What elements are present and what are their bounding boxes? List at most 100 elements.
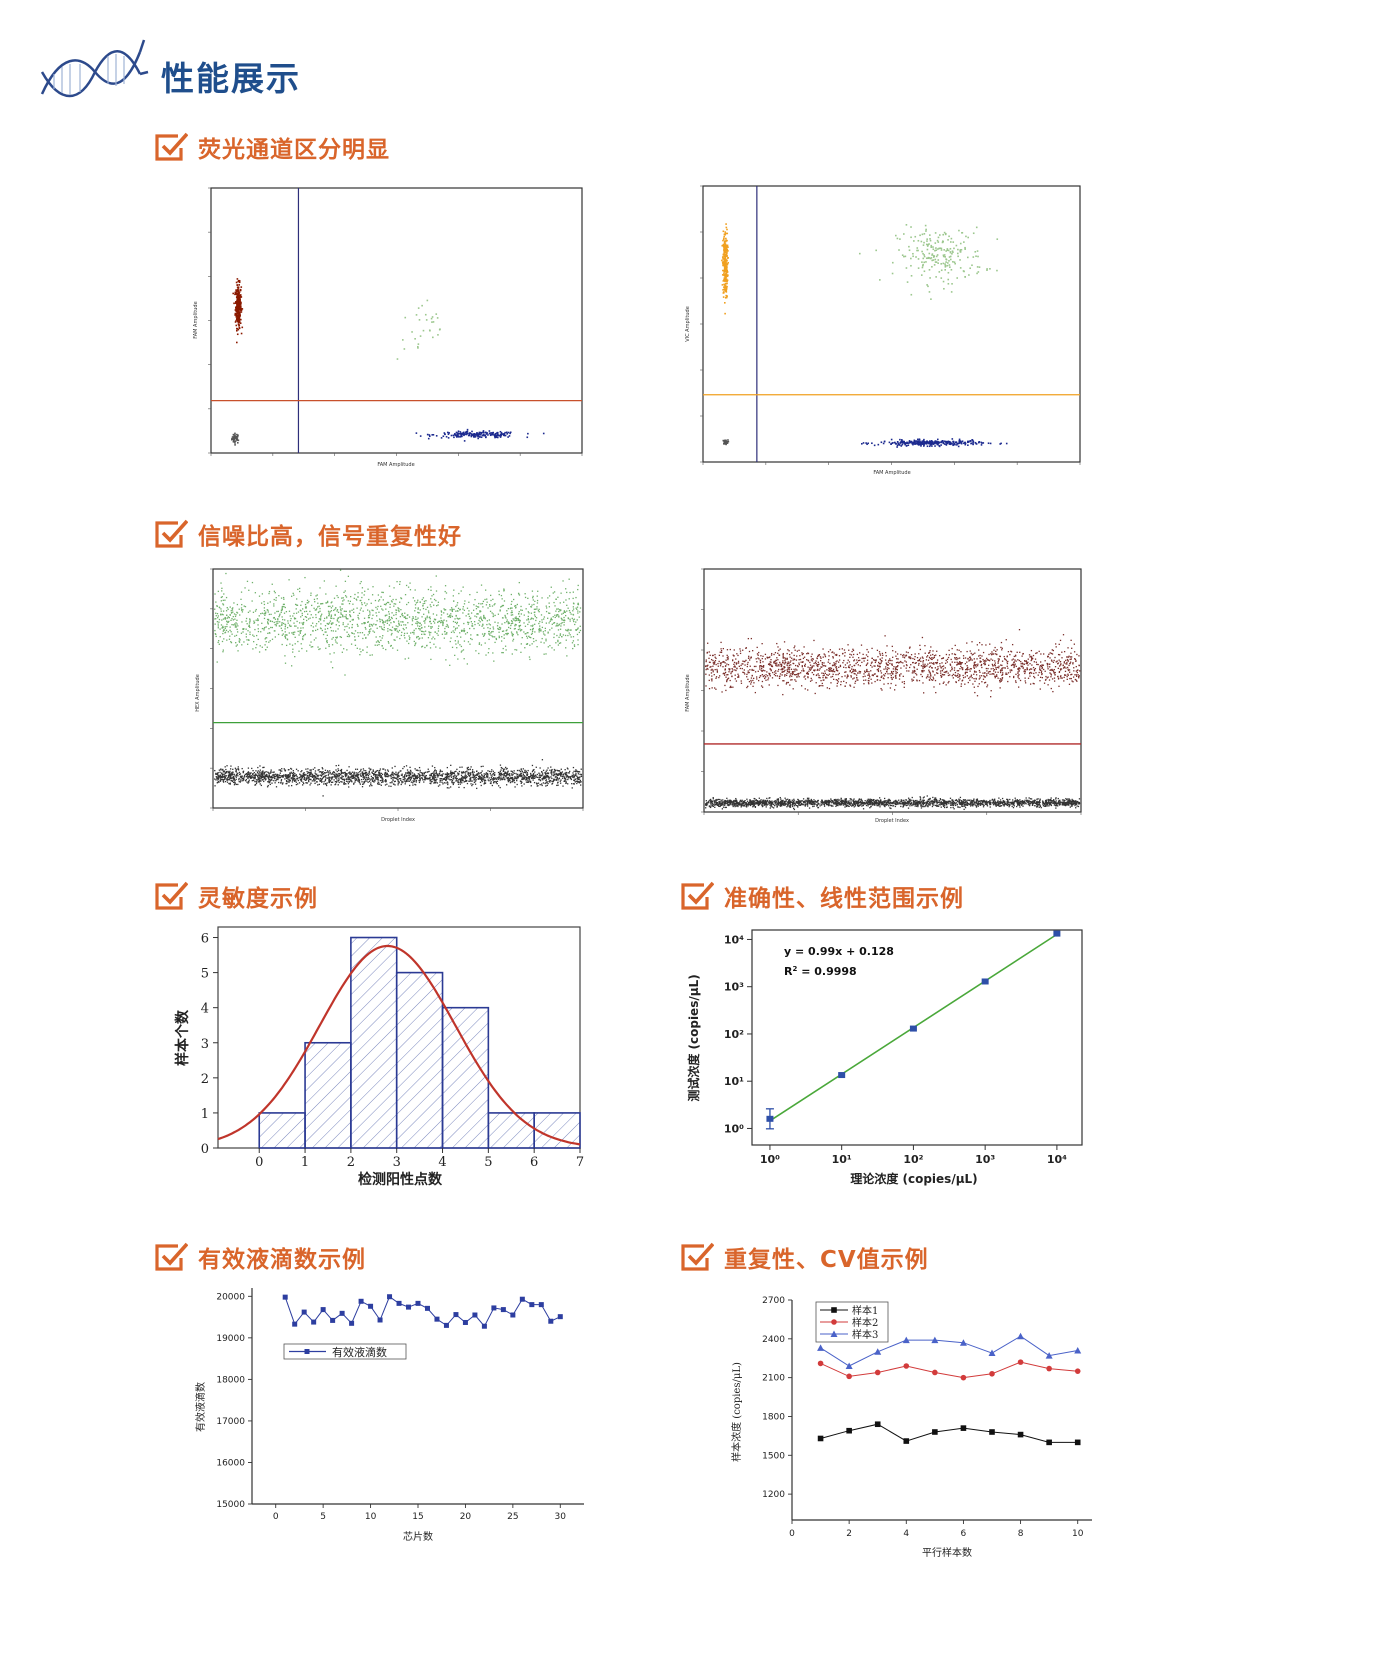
droplet-point [556,624,558,626]
droplet-point [561,636,563,638]
droplet-point [370,602,372,604]
droplet-point [299,631,301,633]
droplet-point [286,781,288,783]
droplet-point [899,438,901,441]
droplet-point [459,431,462,433]
droplet-point [329,780,332,782]
droplet-point [414,337,416,340]
droplet-point [417,343,420,345]
droplet-point [924,441,926,444]
droplet-point [553,768,556,771]
droplet-point [525,633,527,635]
droplet-point [321,629,324,632]
droplet-point [968,440,970,443]
droplet-point [381,628,383,630]
droplet-point [452,782,455,784]
droplet-point [966,441,969,444]
droplet-point [457,433,459,435]
droplet-point [507,779,509,782]
droplet-point [492,782,495,784]
droplet-point [531,770,534,773]
droplet-point [514,627,516,630]
droplet-point [357,616,359,619]
droplet-point [570,613,572,615]
droplet-point [351,632,353,634]
droplet-point [227,621,229,623]
droplet-point [251,767,253,770]
droplet-point [471,433,474,436]
droplet-point [527,432,529,435]
droplet-point [396,609,398,611]
droplet-point [430,598,432,600]
droplet-point [532,599,534,601]
droplet-point [238,295,240,298]
droplet-point [343,772,345,774]
droplet-point [385,620,387,622]
droplet-point [573,603,575,605]
droplet-point [937,262,939,264]
droplet-point [235,290,238,293]
droplet-point [902,441,905,444]
droplet-point [476,432,478,434]
droplet-point [453,631,455,634]
droplet-point [923,255,926,258]
droplet-point [724,285,727,288]
droplet-point [528,656,531,658]
droplet-point [361,632,364,634]
droplet-point [320,623,322,625]
droplet-point [541,621,543,623]
droplet-point [550,771,553,773]
droplet-point [419,775,421,777]
droplet-point [413,640,415,643]
droplet-point [961,231,964,234]
droplet-point [315,776,317,779]
droplet-point [234,782,236,784]
droplet-point [245,636,248,638]
droplet-point [226,625,228,628]
droplet-point [866,443,868,446]
droplet-point [305,777,307,779]
droplet-point [218,618,221,621]
droplet-point [506,773,508,775]
droplet-point [504,614,506,617]
droplet-point [989,442,992,445]
droplet-point [937,441,940,443]
droplet-point [375,636,377,638]
droplet-point [268,613,271,616]
droplet-point [496,433,499,436]
droplet-point [466,768,469,770]
droplet-point [482,617,485,619]
droplet-point [253,774,256,776]
droplet-point [926,245,929,247]
droplet-point [977,271,980,273]
droplet-point [930,257,933,259]
droplet-point [572,640,575,642]
droplet-point [390,777,392,780]
droplet-point [725,440,727,443]
droplet-point [494,436,496,439]
droplet-point [577,584,579,587]
droplet-point [517,776,519,778]
droplet-point [450,772,453,774]
droplet-point [897,443,900,446]
droplet-point [562,580,564,582]
droplet-point [331,622,333,624]
droplet-point [255,779,258,781]
droplet-point [955,244,958,247]
droplet-point [446,632,448,634]
droplet-point [905,224,908,226]
droplet-point [724,277,726,279]
droplet-point [334,777,337,779]
droplet-point [422,772,424,774]
droplet-point [220,778,222,780]
droplet-point [357,625,359,627]
droplet-point [562,634,565,636]
droplet-point [510,603,512,605]
droplet-point [945,444,948,446]
droplet-point [235,341,238,344]
droplet-point [451,781,453,783]
droplet-point [269,632,271,634]
droplet-point [395,773,397,775]
droplet-point [914,235,917,238]
droplet-point [456,621,459,624]
